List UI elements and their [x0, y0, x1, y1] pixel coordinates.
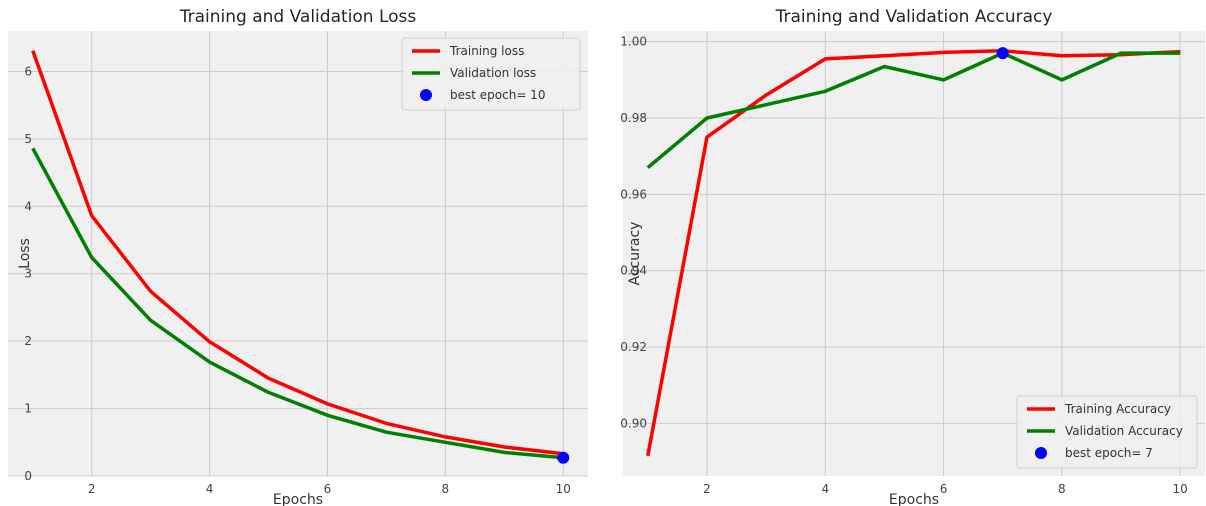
series-line-validation [646, 51, 1181, 169]
y-tick-label: 5 [24, 132, 32, 146]
legend-box [401, 37, 581, 111]
y-axis-label: Accuracy [627, 222, 643, 286]
x-tick-label: 8 [442, 482, 450, 496]
x-tick-label: 2 [88, 482, 96, 496]
x-tick-label: 2 [703, 482, 711, 496]
y-tick-label: 4 [24, 199, 32, 213]
x-tick-label: 10 [556, 482, 571, 496]
y-tick-label: 0.90 [620, 416, 647, 430]
y-tick-label: 1 [24, 402, 32, 416]
chart-title: Training and Validation Accuracy [775, 7, 1053, 27]
legend-label: best epoch= 7 [1065, 446, 1153, 460]
chart-title: Training and Validation Loss [179, 7, 417, 27]
loss-chart: 2 4 6 8 10 0 1 2 3 4 5 6 Training and Validation Los… [8, 7, 588, 506]
legend: Training loss Validation loss best epoch= … [401, 37, 581, 111]
x-tick-label: 6 [940, 482, 948, 496]
legend-box [1016, 395, 1198, 469]
series-line-training [31, 50, 564, 456]
y-axis-label: Loss [17, 238, 33, 269]
y-tick-label: 3 [24, 267, 32, 281]
y-tick-label: 0.96 [620, 187, 647, 201]
legend-swatch [1035, 447, 1047, 459]
y-tick-label: 0 [24, 469, 32, 483]
x-axis-label: Epochs [889, 492, 939, 506]
y-tick-label: 0.92 [620, 340, 647, 354]
best-epoch-point [996, 47, 1009, 60]
y-tick-label: 6 [24, 64, 32, 78]
y-tick-label: 1.00 [620, 35, 647, 49]
x-tick-label: 8 [1058, 482, 1066, 496]
x-axis-label: Epochs [273, 492, 323, 506]
legend-swatch [420, 89, 432, 101]
legend-label: Validation Accuracy [1065, 424, 1183, 438]
x-tick-label: 6 [324, 482, 332, 496]
legend: Training Accuracy Validation Accuracy best… [1016, 395, 1198, 469]
y-tick-label: 0.94 [620, 264, 647, 278]
best-epoch-point [557, 451, 570, 464]
y-tick-label: 0.98 [620, 111, 647, 125]
x-tick-label: 10 [1173, 482, 1188, 496]
legend-label: Training loss [449, 44, 524, 58]
x-tick-label: 4 [206, 482, 214, 496]
series-line-validation [31, 147, 564, 460]
y-tick-label: 2 [24, 334, 32, 348]
legend-label: best epoch= 10 [450, 88, 545, 102]
x-tick-label: 4 [821, 482, 829, 496]
legend-label: Training Accuracy [1064, 402, 1171, 416]
series-line-training [646, 49, 1181, 457]
accuracy-chart: 2 4 6 8 10 0.90 0.92 0.94 0.96 0.98 1.00 Training a… [620, 7, 1205, 506]
legend-label: Validation loss [450, 66, 536, 80]
